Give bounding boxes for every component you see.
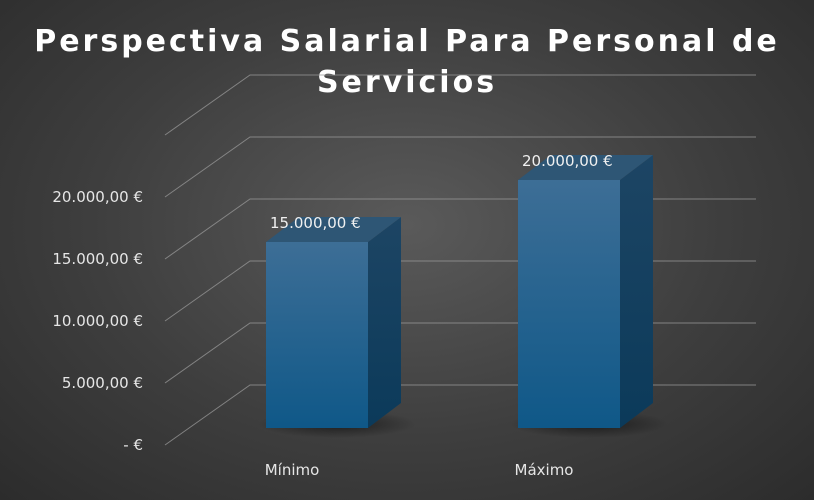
y-tick-label: 20.000,00 € bbox=[52, 188, 143, 206]
gridline bbox=[164, 198, 756, 260]
gridline bbox=[164, 74, 756, 136]
bar-front bbox=[266, 242, 368, 428]
y-axis: - € 5.000,00 € 10.000,00 € 15.000,00 € 20.00… bbox=[52, 188, 143, 454]
y-tick-label: 5.000,00 € bbox=[62, 374, 143, 392]
bar-top bbox=[266, 217, 401, 242]
bar-1: 15.000,00 € bbox=[258, 214, 416, 438]
y-tick-label: - € bbox=[123, 436, 143, 454]
y-tick-label: 10.000,00 € bbox=[52, 312, 143, 330]
chart-title-line-2: Servicios bbox=[317, 65, 497, 100]
gridline bbox=[164, 384, 756, 446]
gridline bbox=[164, 260, 756, 322]
gridline bbox=[164, 136, 756, 198]
category-label: Máximo bbox=[515, 461, 574, 479]
bar-side bbox=[620, 155, 653, 428]
bar-side bbox=[368, 217, 401, 428]
bar-front bbox=[518, 180, 620, 428]
data-label: 15.000,00 € bbox=[270, 214, 361, 232]
gridlines bbox=[164, 74, 756, 446]
chart-title-line-1: Perspectiva Salarial Para Personal de bbox=[34, 24, 780, 59]
bar-2: 20.000,00 € bbox=[510, 152, 668, 438]
category-label: Mínimo bbox=[265, 461, 320, 479]
gridline bbox=[164, 322, 756, 384]
x-axis: Mínimo Máximo bbox=[265, 461, 574, 479]
bar-top bbox=[518, 155, 653, 180]
y-tick-label: 15.000,00 € bbox=[52, 250, 143, 268]
data-label: 20.000,00 € bbox=[522, 152, 613, 170]
bars: 15.000,00 € 20.000,00 € bbox=[258, 152, 668, 438]
